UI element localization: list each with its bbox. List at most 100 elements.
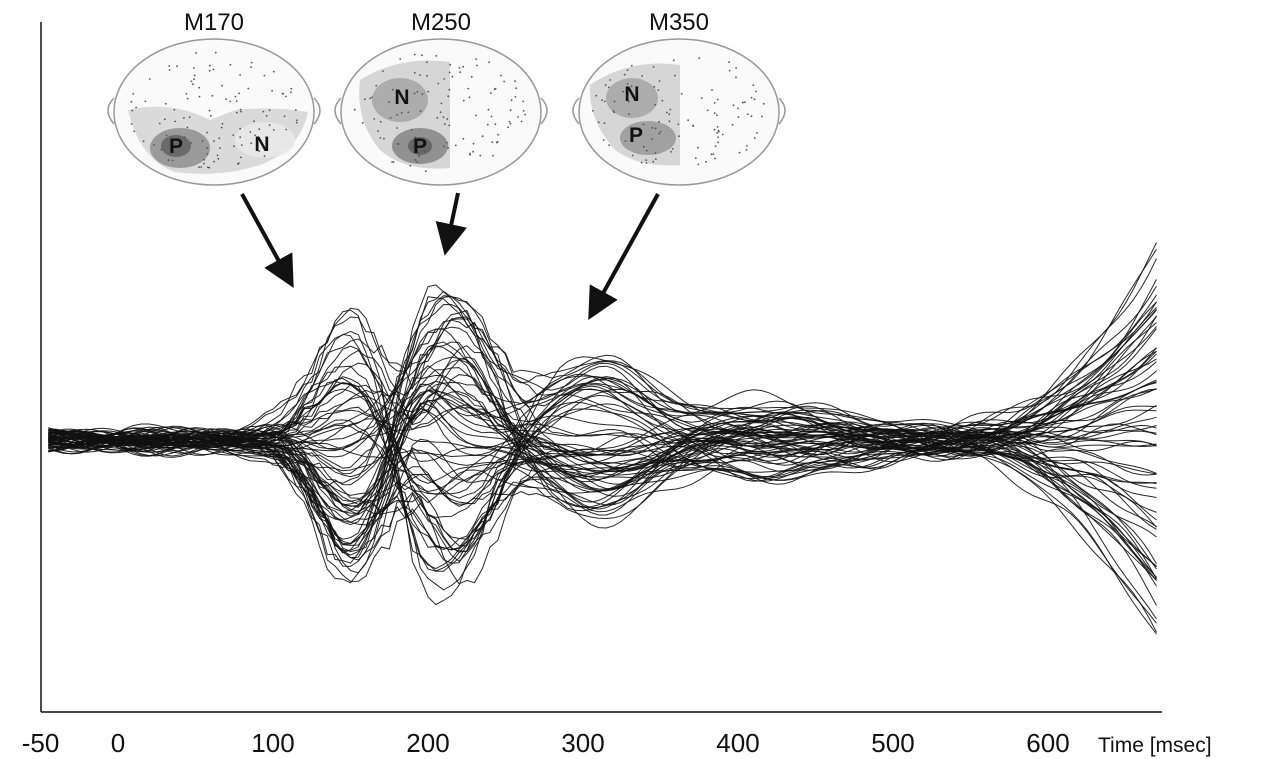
sensor-dot [624,140,627,143]
sensor-dot [738,151,741,154]
sensor-dot [630,64,633,67]
sensor-dot [437,82,440,85]
sensor-dot [641,75,643,77]
sensor-dot [654,152,657,155]
sensor-dot [454,144,457,147]
sensor-dot [462,65,465,68]
sensor-dot [272,70,275,73]
sensor-dot [168,69,171,71]
sensor-dot [677,123,680,126]
sensor-dot [746,113,749,115]
sensor-dot [422,138,425,141]
sensor-dot [735,76,737,79]
sensor-dot [638,129,641,132]
sensor-dot [737,116,740,118]
sensor-dot [148,78,151,80]
arrow-m350 [588,193,660,320]
sensor-dot [193,74,196,77]
sensor-dot [451,75,454,78]
sensor-dot [410,128,413,131]
sensor-dot [371,96,373,99]
sensor-dot [413,71,416,74]
sensor-dot [208,70,211,72]
sensor-dot [494,123,497,126]
sensor-dot [183,117,185,119]
sensor-dot [735,67,737,69]
sensor-dot [239,74,242,76]
sensor-dot [295,121,298,124]
sensor-dot [239,136,242,139]
sensor-dot [716,126,719,128]
sensor-dot [654,158,657,161]
sensor-dot [173,108,176,111]
sensor-dot [670,150,672,153]
sensor-dot [254,134,256,137]
sensor-dot [717,141,720,144]
sensor-dot [462,99,465,102]
sensor-dot [130,123,133,125]
sensor-dot [214,51,217,54]
sensor-trace [48,362,1157,480]
sensor-dot [188,116,191,119]
sensor-dot [592,109,594,112]
sensor-dot [476,64,478,67]
x-tick-label: 300 [561,728,604,758]
sensor-trace [48,374,1157,513]
sensor-dot [209,64,211,67]
sensor-dot [229,100,232,103]
sensor-dot [657,89,660,91]
sensor-dot [234,95,237,98]
sensor-dot [221,123,224,125]
sensor-dot [396,143,399,145]
field-pattern-m250 [359,60,450,169]
sensor-trace [48,284,1157,552]
sensor-dot [472,150,474,153]
sensor-dot [489,92,492,94]
sensor-dot [192,83,194,86]
sensor-dot [290,87,293,90]
sensor-dot [377,130,379,133]
sensor-dot [198,95,201,98]
topographic-maps: M170 P N M250 [107,9,786,186]
field-pattern-m170 [128,106,308,174]
sensor-dot [186,97,189,100]
sensor-dot [229,63,232,66]
sensor-dot [373,118,376,120]
sensor-dot [680,92,683,95]
x-axis-label: Time [msec] [1098,734,1212,757]
sensor-dot [413,53,416,56]
sensor-dot [613,100,616,103]
sensor-dot [383,137,385,140]
x-tick-label: 500 [871,728,914,758]
x-tick-label: 400 [716,728,759,758]
sensor-dot [238,92,241,95]
sensor-dot [407,111,410,114]
sensor-dot [486,123,489,126]
sensor-trace [48,382,1157,570]
sensor-trace [48,290,1157,512]
sensor-dot [353,108,356,111]
sensor-dot [253,120,255,123]
sensor-dot [694,157,697,160]
pole-label-p-m350: P [629,124,643,147]
sensor-dot [158,122,161,125]
sensor-dot [481,135,484,138]
sensor-dot [602,139,605,141]
pole-label-n-m250: N [394,86,409,109]
sensor-dot [389,117,392,119]
sensor-dot [240,144,243,147]
sensor-dot [671,148,674,150]
sensor-dot [515,87,518,90]
map-title-m170: M170 [184,9,244,36]
sensor-dot [211,94,214,97]
sensor-dot [717,136,719,139]
sensor-dot [421,93,424,96]
sensor-dot [382,70,384,72]
sensor-dot [206,147,209,149]
sensor-dot [446,118,449,120]
sensor-dot [706,109,709,112]
sensor-dot [436,116,439,119]
sensor-dot [448,124,451,127]
sensor-dot [198,86,201,89]
